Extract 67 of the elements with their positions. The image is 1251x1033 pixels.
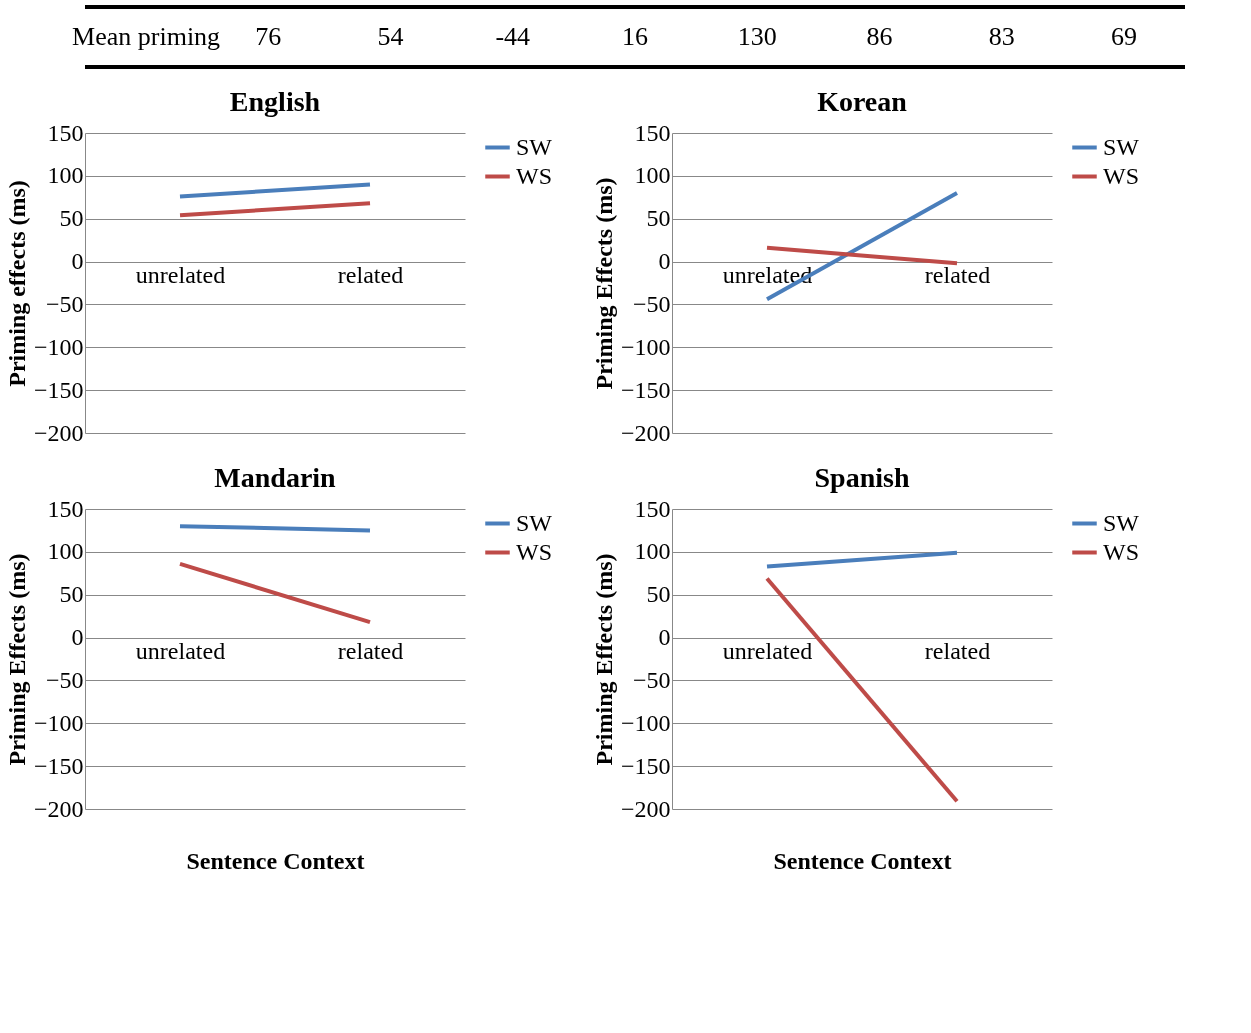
legend-label: WS: [516, 162, 552, 189]
y-tick-label: 100: [47, 162, 84, 189]
text: 69: [1110, 22, 1137, 51]
y-tick-label: −150: [33, 376, 84, 403]
x-tick-label: unrelated: [722, 638, 813, 665]
chart-title: English: [229, 86, 321, 117]
x-axis-title: Sentence Context: [773, 847, 952, 874]
y-tick-label: 50: [59, 205, 84, 232]
text: 16: [622, 22, 648, 51]
text: 83: [988, 22, 1015, 51]
text: Mean priming: [72, 22, 221, 51]
y-tick-label: 150: [634, 119, 671, 146]
chart-title: Spanish: [814, 462, 910, 493]
y-axis-title: Priming Effects (ms): [590, 553, 617, 766]
y-tick-label: −200: [33, 795, 84, 822]
legend-label: SW: [516, 133, 553, 160]
y-tick-label: 0: [71, 248, 84, 275]
y-tick-label: −50: [632, 290, 671, 317]
y-tick-label: 0: [71, 624, 84, 651]
y-tick-label: 50: [646, 581, 671, 608]
y-tick-label: −100: [33, 333, 84, 360]
y-tick-label: 150: [634, 495, 671, 522]
legend-label: SW: [516, 509, 553, 536]
x-axis-title: Sentence Context: [186, 847, 365, 874]
legend-label: WS: [1103, 538, 1139, 565]
y-tick-label: 0: [658, 624, 671, 651]
legend-label: SW: [1103, 509, 1140, 536]
y-tick-label: −100: [620, 709, 671, 736]
text: 54: [377, 22, 404, 51]
y-tick-label: −200: [620, 795, 671, 822]
y-tick-label: −150: [620, 376, 671, 403]
text: -44: [495, 22, 531, 51]
x-tick-label: related: [924, 638, 991, 665]
y-tick-label: −50: [45, 290, 84, 317]
y-tick-label: −200: [33, 419, 84, 446]
y-tick-label: 100: [47, 538, 84, 565]
y-tick-label: −50: [45, 666, 84, 693]
y-tick-label: 100: [634, 162, 671, 189]
text: 76: [255, 22, 282, 51]
y-tick-label: 50: [59, 581, 84, 608]
y-tick-label: −100: [33, 709, 84, 736]
y-tick-label: −200: [620, 419, 671, 446]
legend-label: WS: [516, 538, 552, 565]
y-tick-label: 50: [646, 205, 671, 232]
text: 86: [866, 22, 893, 51]
chart-title: Korean: [817, 86, 908, 117]
y-tick-label: 0: [658, 248, 671, 275]
x-tick-label: unrelated: [135, 262, 226, 289]
x-tick-label: related: [924, 262, 991, 289]
y-tick-label: 100: [634, 538, 671, 565]
y-axis-title: Priming Effects (ms): [590, 177, 617, 390]
y-axis-title: Priming effects (ms): [3, 180, 30, 387]
chart-title: Mandarin: [214, 462, 337, 493]
x-tick-label: related: [337, 638, 404, 665]
y-tick-label: 150: [47, 119, 84, 146]
y-tick-label: 150: [47, 495, 84, 522]
legend-label: WS: [1103, 162, 1139, 189]
y-axis-title: Priming Effects (ms): [3, 553, 30, 766]
y-tick-label: −150: [620, 752, 671, 779]
legend-label: SW: [1103, 133, 1140, 160]
y-tick-label: −100: [620, 333, 671, 360]
x-tick-label: unrelated: [135, 638, 226, 665]
y-tick-label: −150: [33, 752, 84, 779]
y-tick-label: −50: [632, 666, 671, 693]
text: 130: [737, 22, 777, 51]
x-tick-label: related: [337, 262, 404, 289]
x-tick-label: unrelated: [722, 262, 813, 289]
